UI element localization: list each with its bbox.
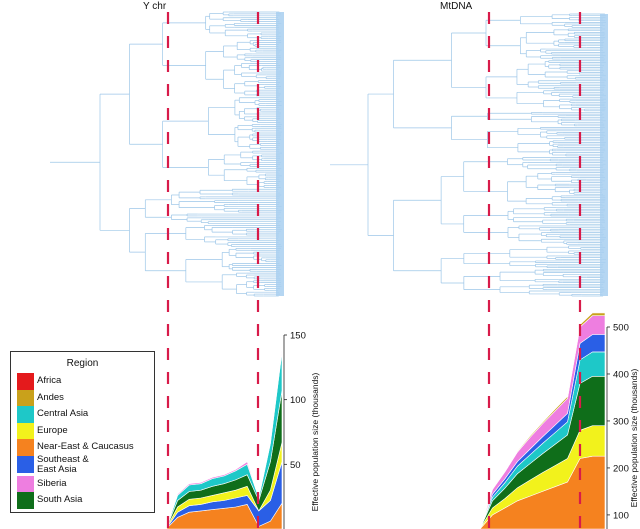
axis-tick-label: 100: [613, 510, 629, 521]
y-chr-tree: [50, 11, 284, 297]
legend-swatch: [17, 422, 34, 440]
panel-title-mtdna: MtDNA: [440, 1, 473, 12]
y-axis-label: Effective population size (thousands): [310, 372, 320, 511]
legend-title: Region: [66, 358, 99, 369]
axis-tick-label: 150: [290, 331, 306, 342]
legend-item: Africa: [11, 373, 154, 390]
legend-label: South Asia: [37, 494, 83, 505]
legend-item: Siberia: [11, 475, 154, 493]
axis-tick-label: 200: [613, 463, 629, 474]
legend-item: Near-East & Caucasus: [11, 439, 154, 456]
region-legend: Region Africa Andes Central Asia Europe Near…: [10, 351, 155, 513]
area-siberia: [165, 346, 283, 529]
legend-swatch: [17, 455, 34, 473]
legend-label: Near-East & Caucasus: [37, 441, 134, 452]
legend-item: Andes: [11, 389, 154, 407]
area-andes: [479, 312, 606, 529]
legend-swatch: [17, 406, 34, 423]
axis-tick-label: 400: [613, 369, 629, 380]
legend-label: Africa: [37, 375, 62, 386]
legend-swatch: [17, 389, 34, 407]
y-axis-label: Effective population size (thousands): [629, 368, 639, 507]
axis-tick-label: 50: [290, 460, 301, 471]
legend-item: South Asia: [11, 492, 154, 509]
y-axes: 50 100 150 Effective population size (thous…: [283, 323, 639, 529]
legend-label: Andes: [37, 391, 64, 403]
legend-item: Southeast & East Asia: [11, 453, 154, 476]
legend-label: Central Asia: [37, 408, 89, 419]
mtdna-population-areas: [479, 312, 606, 529]
legend-label: Southeast & East Asia: [37, 453, 89, 475]
legend-label: Europe: [37, 424, 68, 436]
legend-swatch: [17, 492, 34, 509]
axis-tick-label: 500: [613, 323, 629, 334]
legend-swatch: [17, 475, 34, 493]
axis-tick-label: 300: [613, 416, 629, 427]
legend-swatch: [17, 373, 34, 390]
legend-swatch: [17, 439, 34, 456]
panel-title-y-chr: Y chr: [143, 1, 167, 12]
legend-item: Central Asia: [11, 406, 154, 423]
axis-tick-label: 100: [290, 395, 306, 406]
legend-label: Siberia: [37, 477, 67, 489]
mtdna-tree: [330, 13, 608, 297]
legend-item: Europe: [11, 422, 154, 440]
y-chr-population-areas: [165, 346, 283, 529]
